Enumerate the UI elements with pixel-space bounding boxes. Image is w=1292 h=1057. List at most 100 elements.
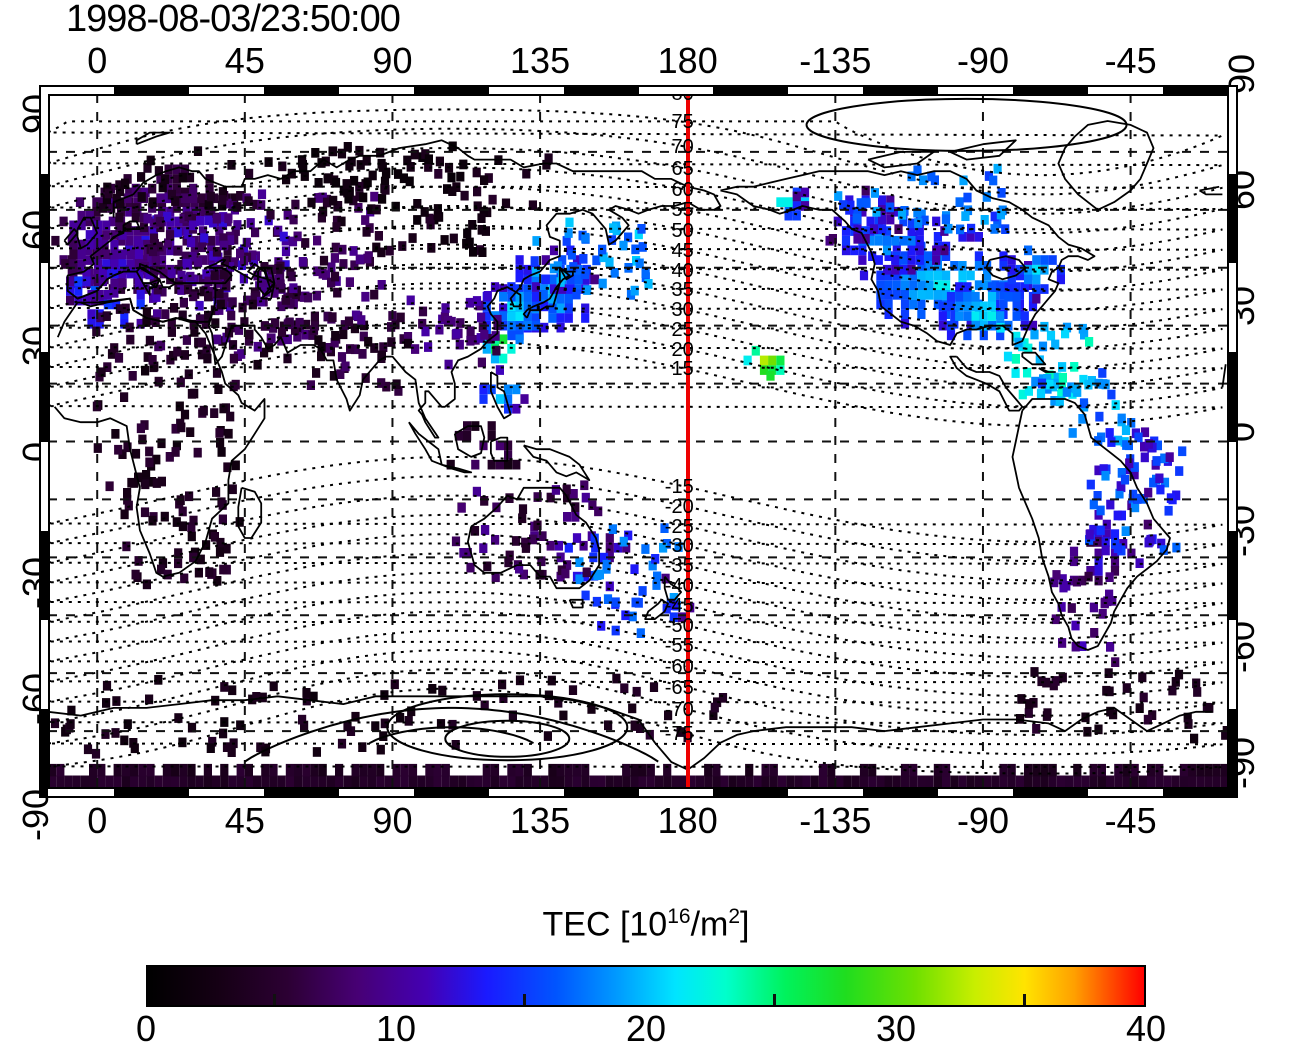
- tec-cell: [1071, 383, 1080, 394]
- tec-cell: [581, 313, 590, 323]
- tec-cell: [522, 168, 531, 179]
- tec-cell: [359, 775, 368, 789]
- colorbar-minor-tick: [273, 994, 276, 1005]
- maglat--65: [48, 649, 1223, 736]
- coastline-path: [720, 170, 1096, 346]
- tec-cell: [1183, 712, 1192, 723]
- coastline-path: [663, 576, 682, 601]
- coastline-path: [490, 371, 512, 420]
- tec-cell: [677, 612, 687, 623]
- tec-cell: [271, 318, 280, 328]
- tec-cell: [641, 544, 650, 554]
- tec-cell: [131, 212, 140, 223]
- tec-cell: [942, 270, 951, 281]
- tec-cell: [181, 251, 190, 262]
- tec-cell: [712, 775, 721, 789]
- tec-cell: [507, 301, 516, 312]
- tec-cell: [115, 304, 124, 314]
- tec-cell: [237, 349, 246, 359]
- tec-cell: [223, 198, 232, 209]
- tec-cell: [599, 552, 609, 563]
- tec-cell: [882, 245, 892, 256]
- tec-cell: [102, 194, 111, 205]
- tec-cell: [293, 331, 302, 342]
- tec-cell: [851, 775, 860, 789]
- tec-cell: [1127, 548, 1136, 559]
- tec-cell: [581, 775, 590, 789]
- tec-cell: [377, 378, 386, 388]
- tec-cell: [286, 292, 295, 303]
- tec-cell: [482, 311, 491, 321]
- coastline-path: [523, 444, 591, 481]
- tec-cell: [907, 171, 916, 182]
- tec-cell: [433, 763, 442, 777]
- tec-cell: [102, 230, 111, 240]
- tec-cell: [318, 775, 327, 789]
- tec-cell: [1099, 379, 1108, 389]
- tec-cell: [396, 712, 405, 723]
- tec-cell: [309, 325, 319, 335]
- tec-cell: [477, 312, 486, 323]
- tec-cell: [207, 235, 216, 246]
- tec-cell: [540, 322, 549, 333]
- tec-cell: [938, 311, 947, 321]
- tec-cell: [188, 220, 197, 231]
- tec-cell: [1023, 367, 1032, 378]
- tec-cell: [1098, 368, 1107, 378]
- maglat-label-60: 60: [671, 178, 694, 201]
- tec-cell: [261, 775, 270, 789]
- tec-cell: [507, 282, 516, 292]
- tec-cell: [208, 736, 217, 747]
- tec-cell: [174, 548, 183, 558]
- coastline-path: [1011, 398, 1171, 651]
- tec-cell: [1102, 519, 1111, 530]
- tec-cell: [512, 459, 521, 470]
- tec-cell: [1140, 452, 1149, 463]
- tec-cell: [564, 313, 573, 323]
- maglat-70: [48, 127, 1223, 215]
- tec-cell: [679, 775, 688, 789]
- tec-cell: [279, 231, 288, 242]
- tec-cell: [143, 163, 152, 173]
- tec-cell: [466, 326, 475, 337]
- map-canvas[interactable]: 80 75 70 65 60 55 50 45 40 35 30 25 20 15 -15 -20 -25 -30…: [48, 94, 1229, 789]
- tec-cell: [533, 520, 542, 531]
- tec-cell: [504, 557, 513, 568]
- tec-cell: [82, 266, 91, 277]
- tec-cell: [329, 371, 338, 381]
- tec-cell: [1196, 763, 1205, 777]
- tec-cell: [1055, 396, 1064, 407]
- tec-cell: [491, 535, 500, 545]
- tec-cell: [1190, 733, 1199, 744]
- tec-cell: [999, 261, 1008, 271]
- colorbar[interactable]: [146, 965, 1146, 1007]
- tec-cell: [343, 142, 352, 152]
- tec-cell: [411, 344, 420, 354]
- tec-cell: [1070, 362, 1079, 372]
- frame-segment: [1088, 789, 1164, 798]
- tec-cell: [377, 350, 386, 361]
- tec-cell: [125, 187, 134, 198]
- tec-cell: [128, 371, 137, 381]
- tec-cell: [77, 239, 86, 250]
- tec-cell: [459, 548, 468, 558]
- tec-cell: [899, 235, 908, 246]
- tec-cell: [182, 335, 191, 345]
- tec-map-plot[interactable]: 80 75 70 65 60 55 50 45 40 35 30 25 20 15 -15 -20 -25 -30…: [39, 85, 1238, 798]
- tec-cell: [918, 175, 928, 186]
- tec-cell: [138, 434, 147, 445]
- tec-cell: [1111, 400, 1120, 410]
- tec-cell: [915, 245, 924, 256]
- tec-cell: [90, 295, 99, 306]
- tec-cell: [843, 775, 852, 789]
- tec-cell: [512, 403, 521, 414]
- tec-cell: [116, 284, 126, 294]
- tec-cell: [869, 224, 878, 234]
- tec-cell: [704, 775, 713, 789]
- tec-cell: [1113, 510, 1122, 521]
- tec-cell: [479, 206, 488, 217]
- tec-cell: [443, 184, 452, 194]
- tec-cell: [120, 309, 129, 319]
- tec-cell: [323, 173, 332, 184]
- tec-cell: [569, 489, 578, 499]
